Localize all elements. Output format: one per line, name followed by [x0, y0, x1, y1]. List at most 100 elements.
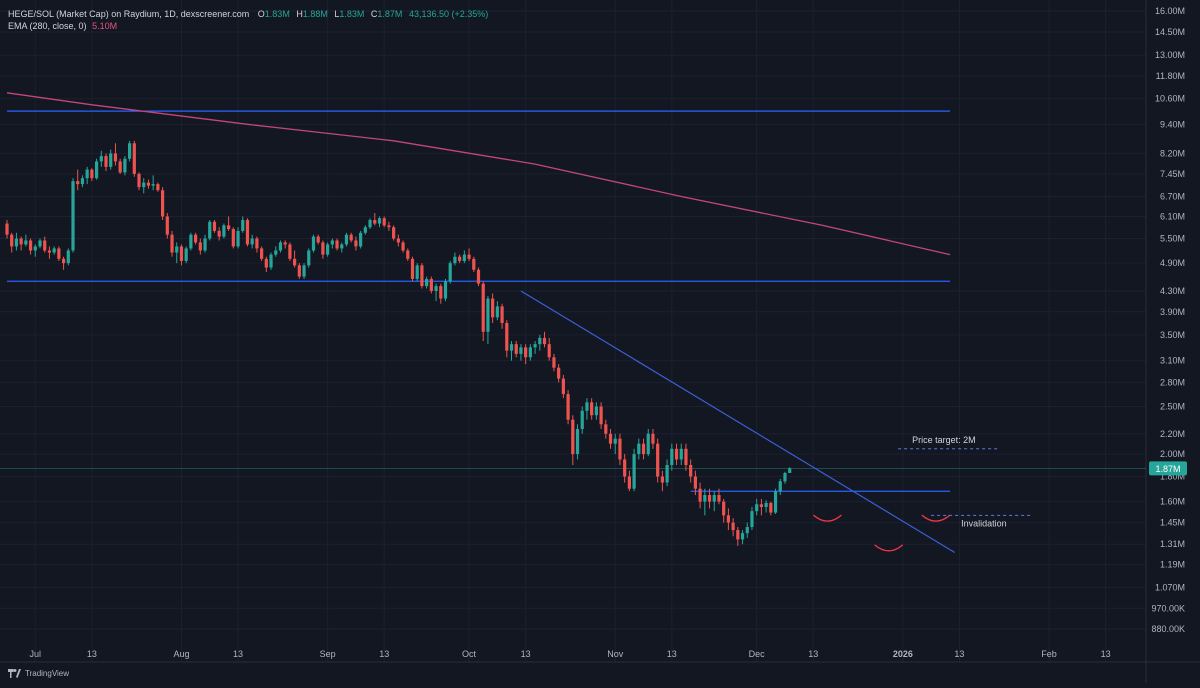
y-tick-label: 6.10M — [1160, 211, 1185, 221]
y-tick-label: 1.19M — [1160, 560, 1185, 570]
candle-down — [467, 254, 471, 259]
symbol-title: HEGE/SOL (Market Cap) on Raydium, 1D, de… — [8, 9, 250, 19]
candle-up — [519, 347, 523, 354]
candle-down — [160, 190, 165, 217]
candle-down — [90, 169, 94, 179]
x-tick-label: 13 — [1101, 649, 1111, 659]
candle-up — [495, 306, 499, 318]
candle-up — [486, 298, 490, 332]
candle-down — [104, 156, 108, 167]
candle-down — [491, 298, 495, 318]
candle-down — [217, 230, 221, 237]
candle-up — [184, 248, 188, 261]
candle-down — [255, 238, 259, 249]
candle-down — [641, 443, 646, 455]
candle-up — [646, 433, 650, 455]
candle-up — [359, 232, 363, 247]
candle-down — [264, 258, 268, 268]
x-tick-label: Jul — [30, 649, 42, 659]
x-tick-label: 13 — [808, 649, 818, 659]
candle-up — [33, 246, 37, 251]
candle-up — [236, 230, 240, 247]
candle-up — [453, 256, 457, 264]
candle-down — [542, 337, 547, 345]
candle-down — [623, 459, 627, 477]
candle-down — [618, 438, 622, 460]
candle-up — [509, 344, 514, 351]
candle-down — [321, 242, 325, 255]
candle-up — [425, 278, 429, 287]
candle-down — [608, 433, 613, 444]
candle-up — [745, 527, 749, 534]
candle-down — [481, 283, 485, 332]
candle-down — [227, 225, 231, 230]
candle-up — [778, 481, 782, 492]
candle-down — [547, 344, 551, 358]
candle-down — [392, 227, 396, 239]
candle-down — [354, 240, 358, 247]
candle-up — [151, 184, 155, 186]
y-tick-label: 3.90M — [1160, 307, 1185, 317]
y-tick-label: 3.10M — [1160, 356, 1185, 366]
candle-down — [113, 153, 118, 162]
candle-up — [142, 182, 146, 188]
y-tick-label: 9.40M — [1160, 119, 1185, 129]
x-tick-label: Feb — [1041, 649, 1057, 659]
candle-up — [189, 234, 193, 249]
y-tick-label: 1.31M — [1160, 539, 1185, 549]
candle-down — [297, 265, 301, 277]
candle-up — [773, 491, 778, 513]
candle-down — [429, 278, 433, 291]
invalidation-label: Invalidation — [961, 518, 1007, 528]
candle-down — [684, 448, 688, 466]
candle-up — [764, 502, 768, 508]
candle-up — [85, 169, 89, 179]
candle-up — [274, 250, 278, 255]
candle-down — [61, 258, 66, 264]
candle-up — [241, 219, 245, 231]
candle-down — [137, 173, 141, 188]
tradingview-brand[interactable]: TradingView — [8, 669, 69, 678]
candle-down — [736, 530, 740, 540]
candle-down — [627, 476, 631, 489]
candle-down — [406, 250, 410, 259]
close-label: C — [370, 9, 378, 19]
y-tick-label: 4.30M — [1160, 286, 1185, 296]
last-price-badge-label: 1.87M — [1155, 464, 1180, 474]
candle-up — [783, 472, 787, 482]
candle-down — [552, 357, 556, 368]
candle-up — [311, 236, 316, 251]
candle-up — [80, 178, 85, 185]
candle-down — [373, 219, 377, 224]
x-tick-label: Oct — [462, 649, 477, 659]
candle-up — [99, 156, 103, 162]
open-value: 1.83M — [264, 9, 290, 19]
candle-up — [580, 410, 584, 429]
candle-up — [123, 158, 127, 173]
descending-trendline — [520, 290, 956, 554]
candle-down — [10, 234, 14, 247]
candle-down — [231, 229, 235, 247]
candle-down — [458, 256, 462, 261]
candle-up — [368, 219, 372, 228]
y-tick-label: 6.70M — [1160, 191, 1185, 201]
candle-down — [316, 236, 320, 243]
candle-down — [698, 488, 702, 502]
y-tick-label: 4.90M — [1160, 258, 1185, 268]
candle-up — [434, 286, 438, 291]
ema-value: 5.10M — [92, 21, 118, 31]
candle-up — [613, 438, 617, 444]
candle-up — [788, 468, 792, 473]
x-tick-label: 2026 — [893, 649, 913, 659]
x-tick-label: 13 — [379, 649, 389, 659]
price-target-label: Price target: 2M — [912, 435, 976, 445]
candle-up — [52, 248, 56, 253]
low-value: 1.83M — [339, 9, 365, 19]
candle-down — [420, 265, 424, 287]
y-tick-label: 3.50M — [1160, 330, 1185, 340]
candle-up — [14, 238, 19, 247]
candle-up — [71, 181, 75, 251]
candle-down — [769, 502, 773, 513]
candle-up — [665, 465, 669, 483]
